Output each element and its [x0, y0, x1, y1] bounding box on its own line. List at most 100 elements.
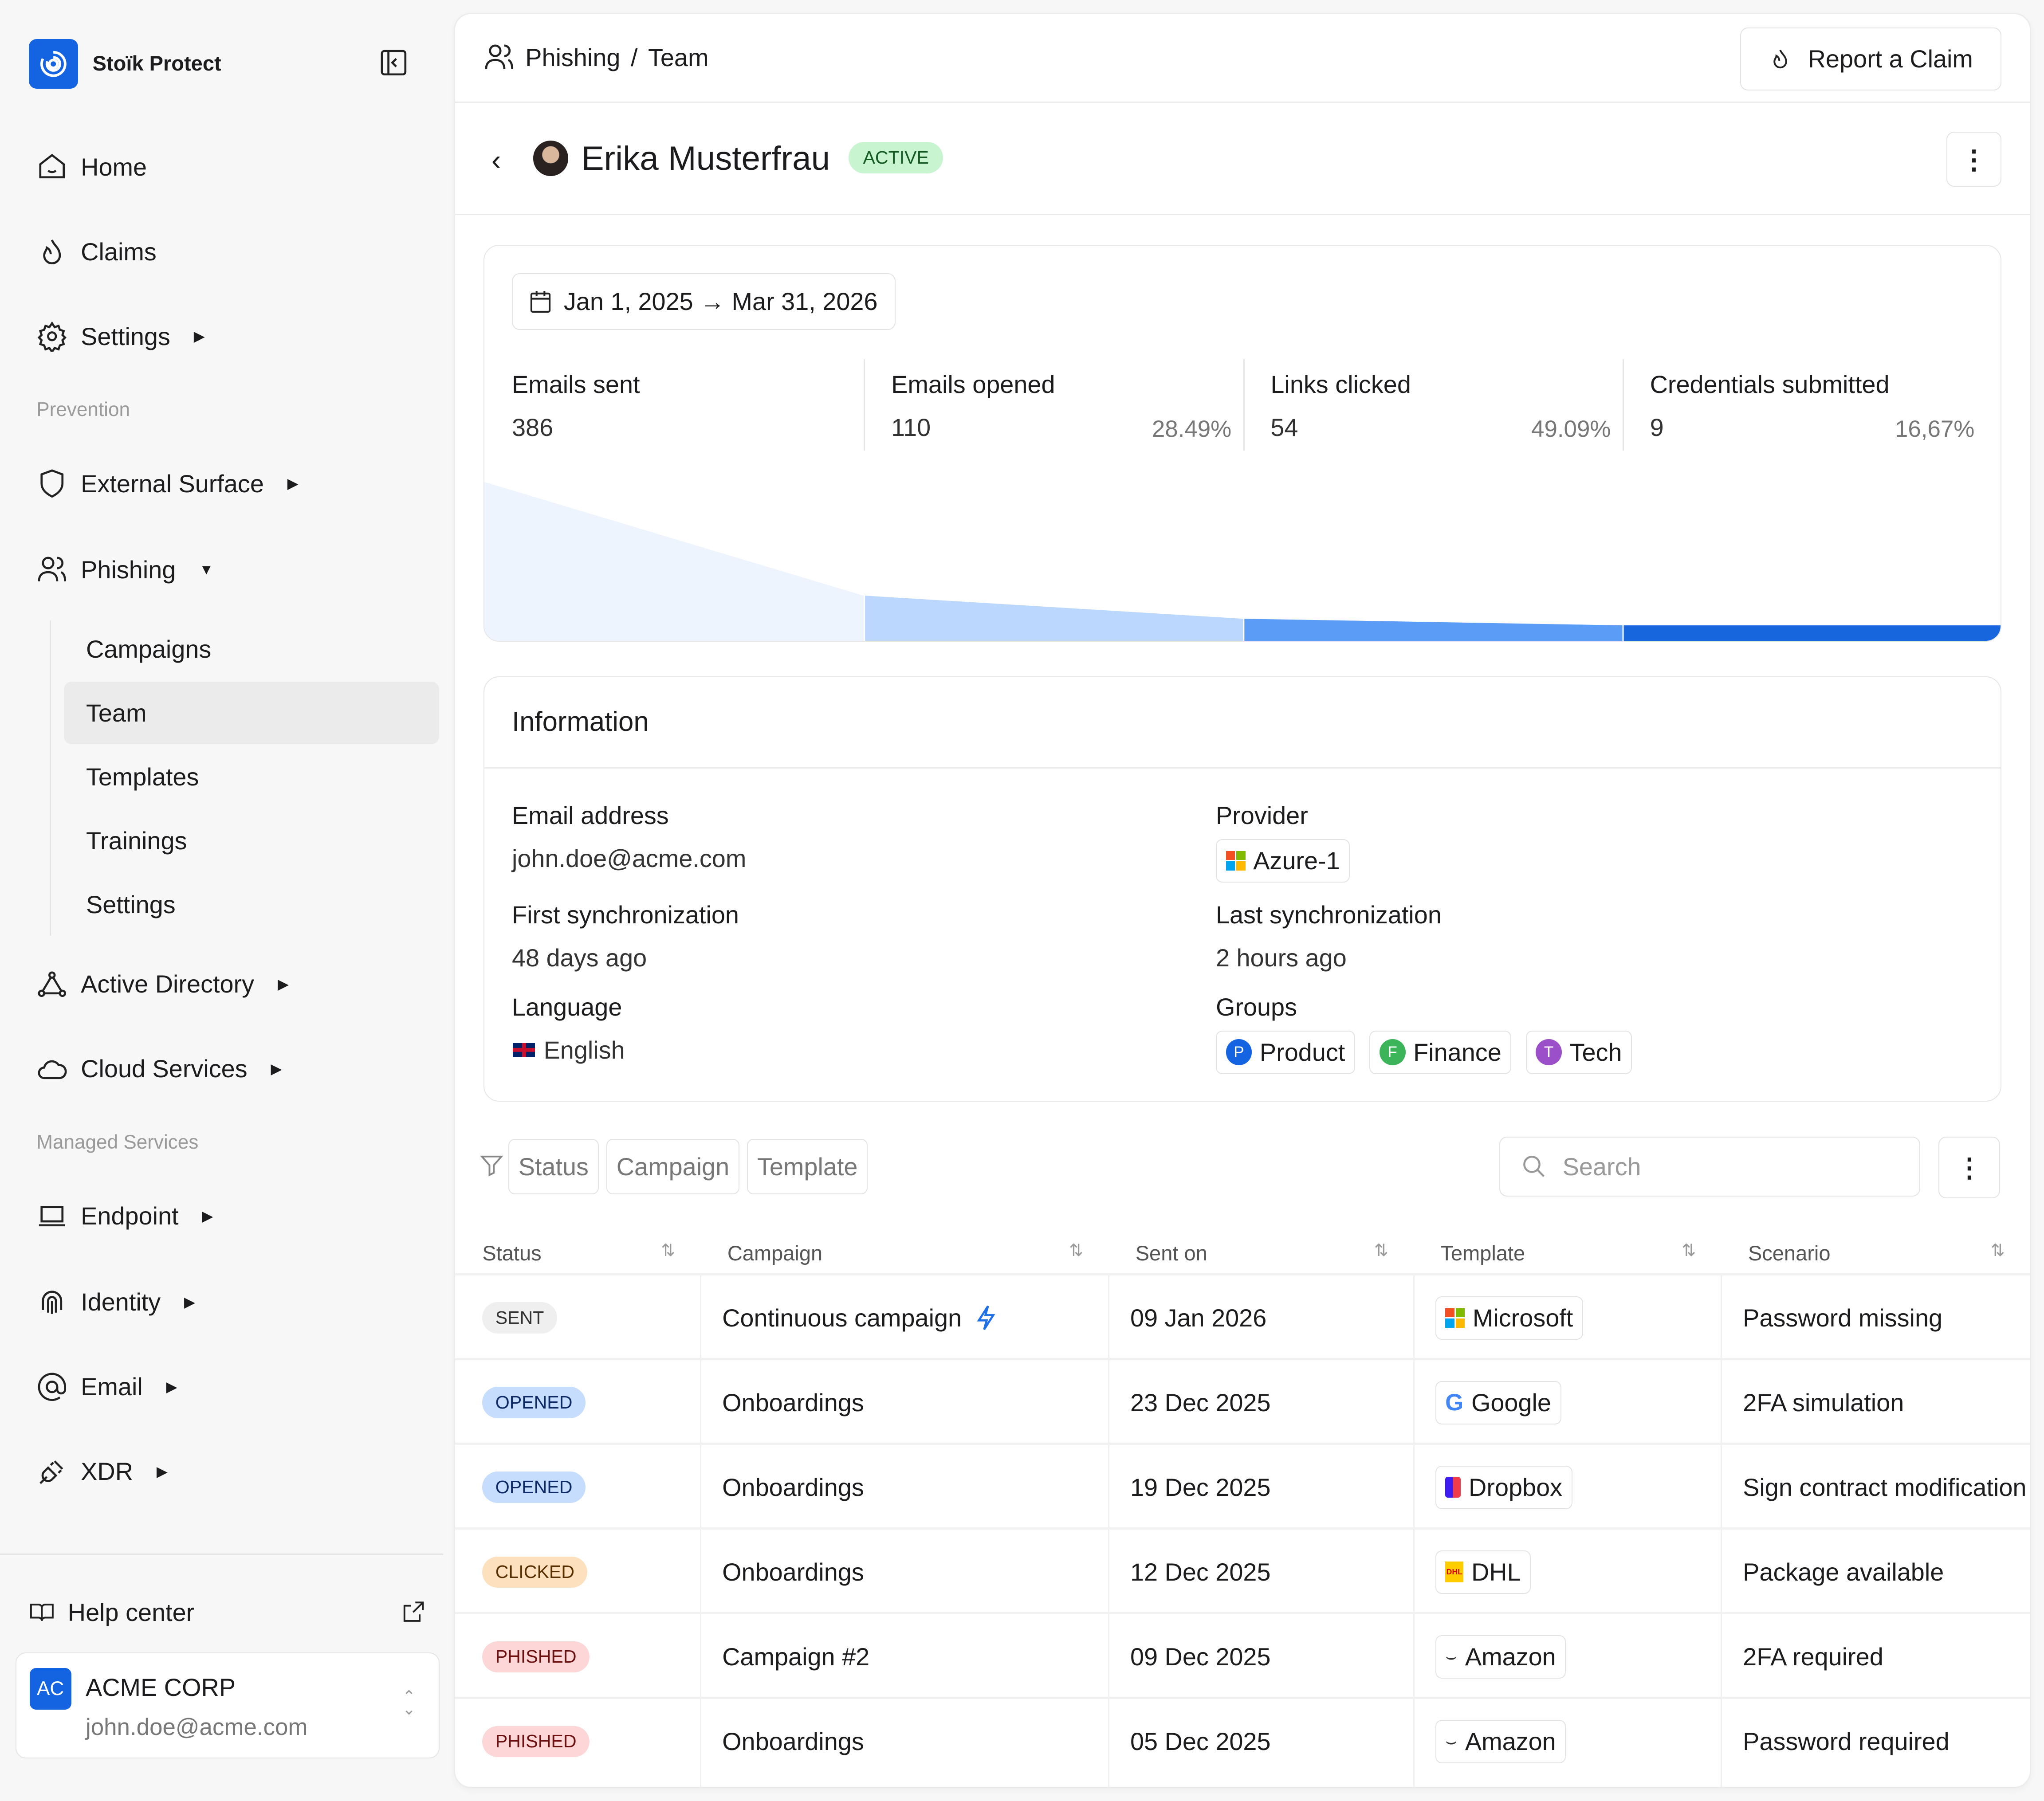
label: Phishing: [81, 555, 176, 584]
template-chip[interactable]: Dropbox: [1435, 1465, 1572, 1509]
sidebar-item-active-directory[interactable]: Active Directory ▶: [36, 965, 289, 1004]
stat-percentage: 28.49%: [1152, 416, 1232, 442]
column-divider: [1108, 1275, 1109, 1787]
column-header[interactable]: Campaign ⇅: [727, 1241, 1083, 1265]
filter-status[interactable]: Status: [508, 1139, 599, 1194]
campaign-name[interactable]: Campaign #2: [722, 1643, 870, 1671]
label: Google: [1471, 1389, 1551, 1417]
network-icon: [38, 971, 67, 997]
sidebar-item-external-surface[interactable]: External Surface ▶: [36, 464, 299, 503]
flame-icon: [43, 239, 61, 264]
sent-date: 05 Dec 2025: [1130, 1727, 1271, 1756]
group-chip-finance: F Finance: [1369, 1030, 1512, 1074]
campaign-name[interactable]: Onboardings: [722, 1389, 864, 1417]
google-icon: G: [1445, 1389, 1464, 1416]
label: Tech: [1569, 1038, 1622, 1067]
caret-right-icon: ▶: [271, 1060, 282, 1077]
filter-template[interactable]: Template: [747, 1139, 868, 1194]
sidebar-sub-campaigns[interactable]: Campaigns: [86, 635, 212, 663]
breadcrumb-phishing[interactable]: Phishing: [525, 43, 621, 71]
email-label: Email address: [511, 801, 669, 830]
sent-date: 09 Jan 2026: [1130, 1304, 1267, 1332]
sidebar-item-settings[interactable]: Settings ▶: [36, 317, 205, 356]
amazon-icon: ⌣: [1445, 1730, 1458, 1751]
laptop-icon: [39, 1205, 65, 1226]
campaign-name[interactable]: Continuous campaign: [722, 1304, 962, 1332]
column-header[interactable]: Scenario ⇅: [1748, 1241, 2005, 1265]
funnel-chart: [484, 482, 2001, 641]
account-switcher[interactable]: AC ACME CORP john.doe@acme.com ⌃ ⌄: [16, 1652, 440, 1759]
sidebar-sub-team[interactable]: Team: [86, 699, 147, 727]
gear-icon: [37, 321, 67, 352]
stat-value: 9: [1650, 413, 1664, 441]
date-range-picker[interactable]: Jan 1, 2025 → Mar 31, 2026: [511, 273, 896, 330]
sidebar-item-home[interactable]: Home: [36, 147, 147, 186]
provider-chip: Azure-1: [1215, 839, 1350, 883]
sidebar-item-xdr[interactable]: XDR ▶: [36, 1452, 168, 1491]
divider: [455, 102, 2030, 103]
sort-icon[interactable]: ⇅: [1069, 1240, 1084, 1260]
stat-value: 110: [891, 413, 931, 441]
sent-date: 09 Dec 2025: [1130, 1643, 1271, 1671]
column-divider: [1721, 1275, 1722, 1787]
sidebar-item-phishing[interactable]: Phishing ▼: [36, 550, 213, 589]
stat-label: Emails opened: [891, 370, 1055, 398]
first-sync-value: 48 days ago: [511, 943, 647, 972]
sidebar-item-email[interactable]: Email ▶: [36, 1367, 177, 1406]
campaign-name[interactable]: Onboardings: [722, 1558, 864, 1586]
template-chip[interactable]: DHL DHL: [1435, 1550, 1531, 1594]
back-chevron-icon[interactable]: ‹: [491, 144, 501, 177]
account-avatar: AC: [29, 1668, 71, 1710]
table-row[interactable]: OPENED Onboardings 19 Dec 2025 Dropbox S…: [455, 1443, 2030, 1530]
section-managed-services: Managed Services: [36, 1131, 199, 1153]
sidebar-item-claims[interactable]: Claims: [36, 232, 157, 271]
label: Campaign: [727, 1241, 823, 1265]
table-row[interactable]: SENT Continuous campaign 09 Jan 2026 Mic…: [455, 1273, 2030, 1360]
sidebar-item-identity[interactable]: Identity ▶: [36, 1283, 195, 1322]
table-row[interactable]: PHISHED Campaign #2 09 Dec 2025 ⌣ Amazon …: [455, 1612, 2030, 1699]
breadcrumb: Phishing / Team: [483, 42, 709, 73]
sent-date: 12 Dec 2025: [1130, 1558, 1271, 1586]
column-header[interactable]: Status ⇅: [482, 1241, 675, 1265]
template-chip[interactable]: ⌣ Amazon: [1435, 1719, 1566, 1763]
sort-icon[interactable]: ⇅: [1990, 1240, 2005, 1260]
funnel-segment: [1244, 618, 1623, 641]
template-chip[interactable]: Microsoft: [1435, 1296, 1583, 1340]
sidebar-item-endpoint[interactable]: Endpoint ▶: [36, 1197, 213, 1236]
label: Template: [1440, 1241, 1525, 1265]
scenario: Sign contract modification: [1743, 1473, 2027, 1502]
campaign-name[interactable]: Onboardings: [722, 1473, 864, 1502]
caret-right-icon: ▶: [202, 1208, 213, 1224]
template-chip[interactable]: ⌣ Amazon: [1435, 1635, 1566, 1679]
group-dot: F: [1379, 1039, 1406, 1066]
sort-icon[interactable]: ⇅: [661, 1240, 676, 1260]
label: Microsoft: [1472, 1304, 1573, 1332]
sidebar-item-cloud-services[interactable]: Cloud Services ▶: [36, 1049, 282, 1088]
collapse-sidebar-icon[interactable]: [381, 50, 407, 76]
more-options-button[interactable]: ⋮: [1946, 131, 2002, 187]
sidebar-sub-settings[interactable]: Settings: [86, 891, 176, 919]
status-badge: OPENED: [482, 1471, 586, 1503]
home-icon: [39, 153, 65, 179]
search-input[interactable]: Search: [1499, 1136, 1920, 1197]
table-row[interactable]: PHISHED Onboardings 05 Dec 2025 ⌣ Amazon …: [455, 1697, 2030, 1784]
sidebar-sub-trainings[interactable]: Trainings: [86, 827, 187, 855]
template-chip[interactable]: G Google: [1435, 1381, 1561, 1424]
column-header[interactable]: Sent on ⇅: [1136, 1241, 1388, 1265]
table-options-button[interactable]: ⋮: [1938, 1136, 2001, 1198]
column-header[interactable]: Template ⇅: [1440, 1241, 1696, 1265]
book-icon: [30, 1604, 54, 1621]
search-icon: [1523, 1155, 1545, 1177]
report-claim-button[interactable]: Report a Claim: [1740, 27, 2002, 90]
sort-icon[interactable]: ⇅: [1374, 1240, 1388, 1260]
sent-date: 23 Dec 2025: [1130, 1389, 1271, 1417]
sort-icon[interactable]: ⇅: [1682, 1240, 1696, 1260]
table-row[interactable]: OPENED Onboardings 23 Dec 2025 G Google 2…: [455, 1358, 2030, 1445]
filter-campaign[interactable]: Campaign: [606, 1139, 739, 1194]
help-center-link[interactable]: Help center: [29, 1593, 426, 1632]
table-row[interactable]: CLICKED Onboardings 12 Dec 2025 DHL DHL P…: [455, 1527, 2030, 1614]
cloud-icon: [38, 1060, 67, 1079]
sidebar-sub-templates[interactable]: Templates: [86, 763, 199, 791]
label: External Surface: [81, 469, 264, 498]
campaign-name[interactable]: Onboardings: [722, 1727, 864, 1756]
